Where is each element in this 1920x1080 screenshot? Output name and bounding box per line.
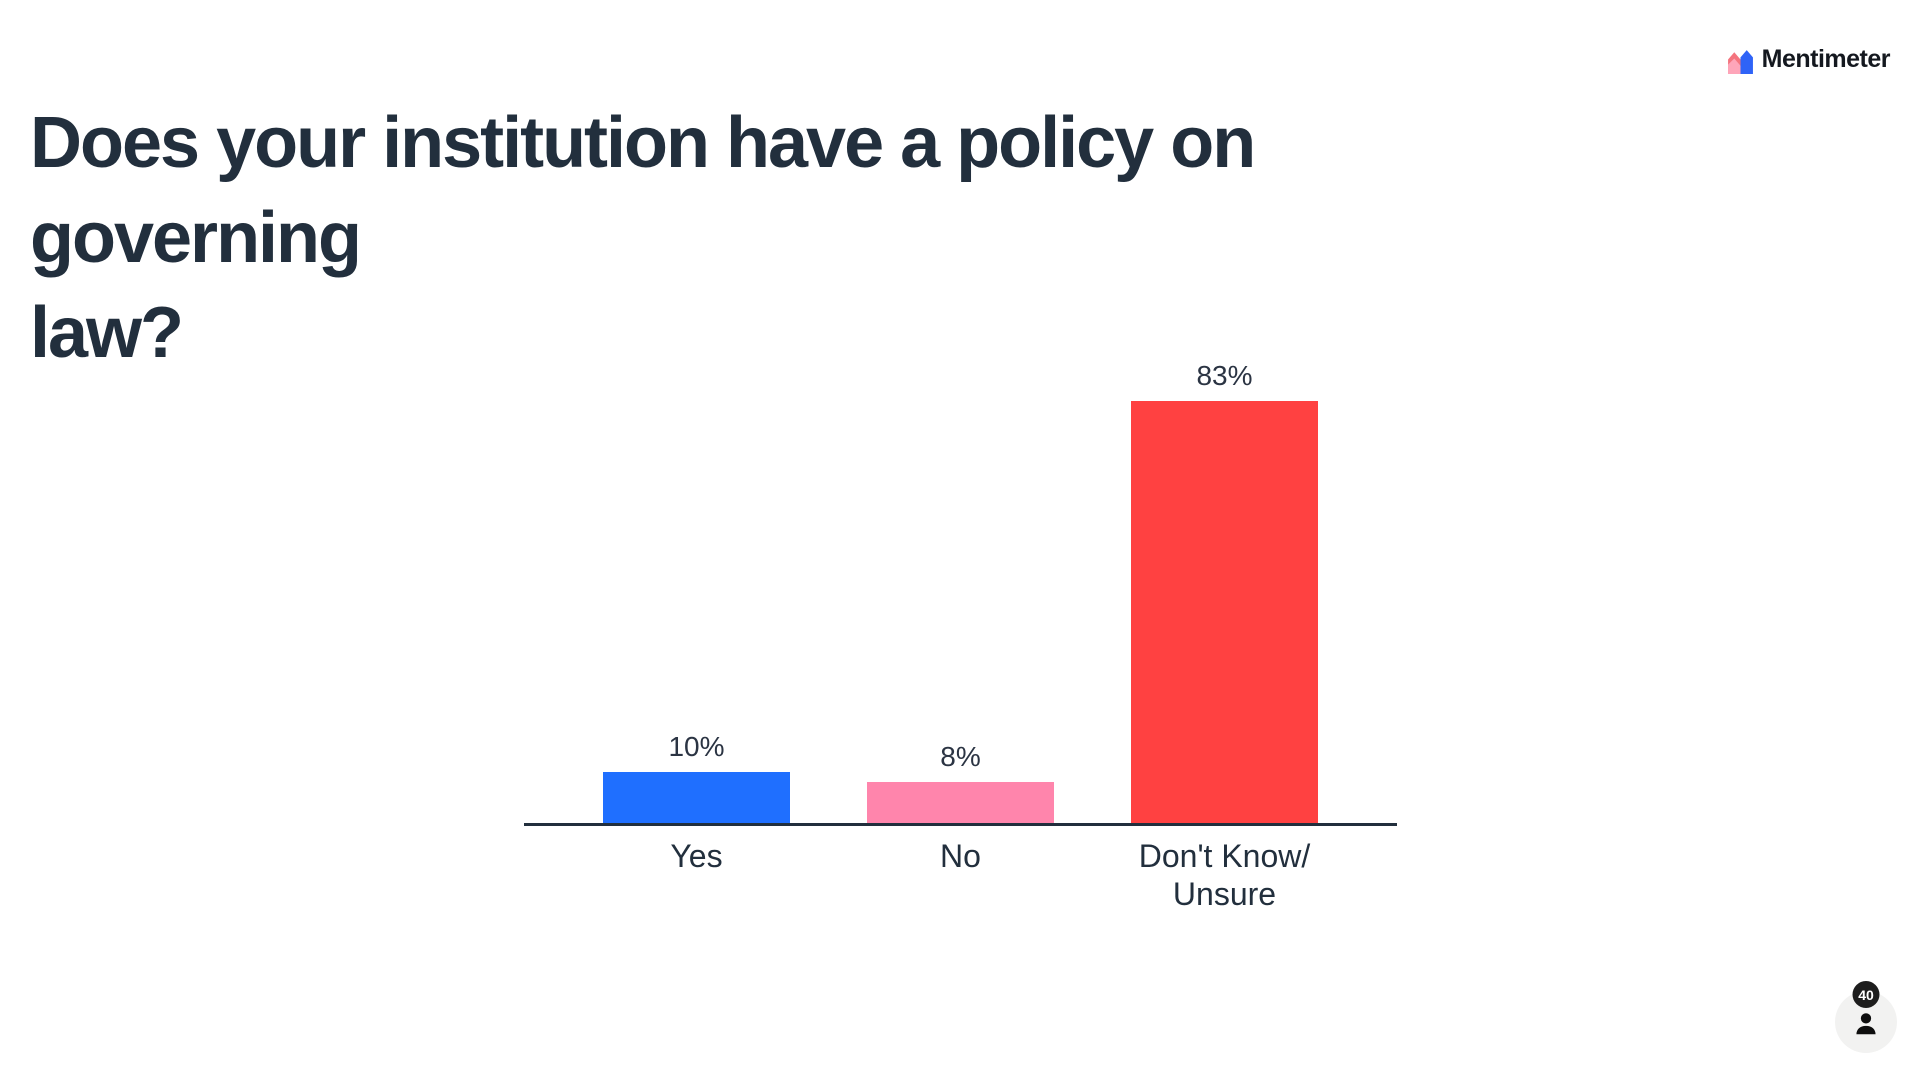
mentimeter-wordmark: Mentimeter xyxy=(1761,45,1891,73)
bar-no xyxy=(867,782,1054,823)
category-label-dont-know: Don't Know/ Unsure xyxy=(1138,838,1311,912)
x-axis-line xyxy=(524,823,1397,826)
page-title-line-1: Does your institution have a policy on g… xyxy=(30,103,1256,279)
bar-value-label-dont-know: 83% xyxy=(1196,360,1253,392)
bar-value-label-yes: 10% xyxy=(668,731,725,763)
bar-value-label-no: 8% xyxy=(940,741,981,773)
bar-chart-plot-area: 10% Yes 8% No 83% Don't Know/ Unsure xyxy=(524,300,1397,912)
bar-yes xyxy=(603,772,790,823)
page-title-line-2: law? xyxy=(30,293,184,374)
person-icon xyxy=(1856,1013,1876,1035)
respondent-count-badge: 40 xyxy=(1852,981,1880,1008)
category-label-yes: Yes xyxy=(670,838,723,874)
bar-group-dont-know: 83% Don't Know/ Unsure xyxy=(1131,360,1318,912)
mentimeter-logo: Mentimeter xyxy=(1727,45,1891,74)
bar-dont-know xyxy=(1131,401,1318,823)
page-title: Does your institution have a policy on g… xyxy=(30,96,1530,381)
bar-group-no: 8% No xyxy=(867,741,1054,874)
respondent-counter-button[interactable]: 40 xyxy=(1835,981,1897,1053)
mentimeter-logo-icon xyxy=(1727,49,1753,74)
category-label-no: No xyxy=(940,838,981,874)
bar-group-yes: 10% Yes xyxy=(603,731,790,874)
bar-chart: 10% Yes 8% No 83% Don't Know/ Unsure xyxy=(524,300,1397,912)
